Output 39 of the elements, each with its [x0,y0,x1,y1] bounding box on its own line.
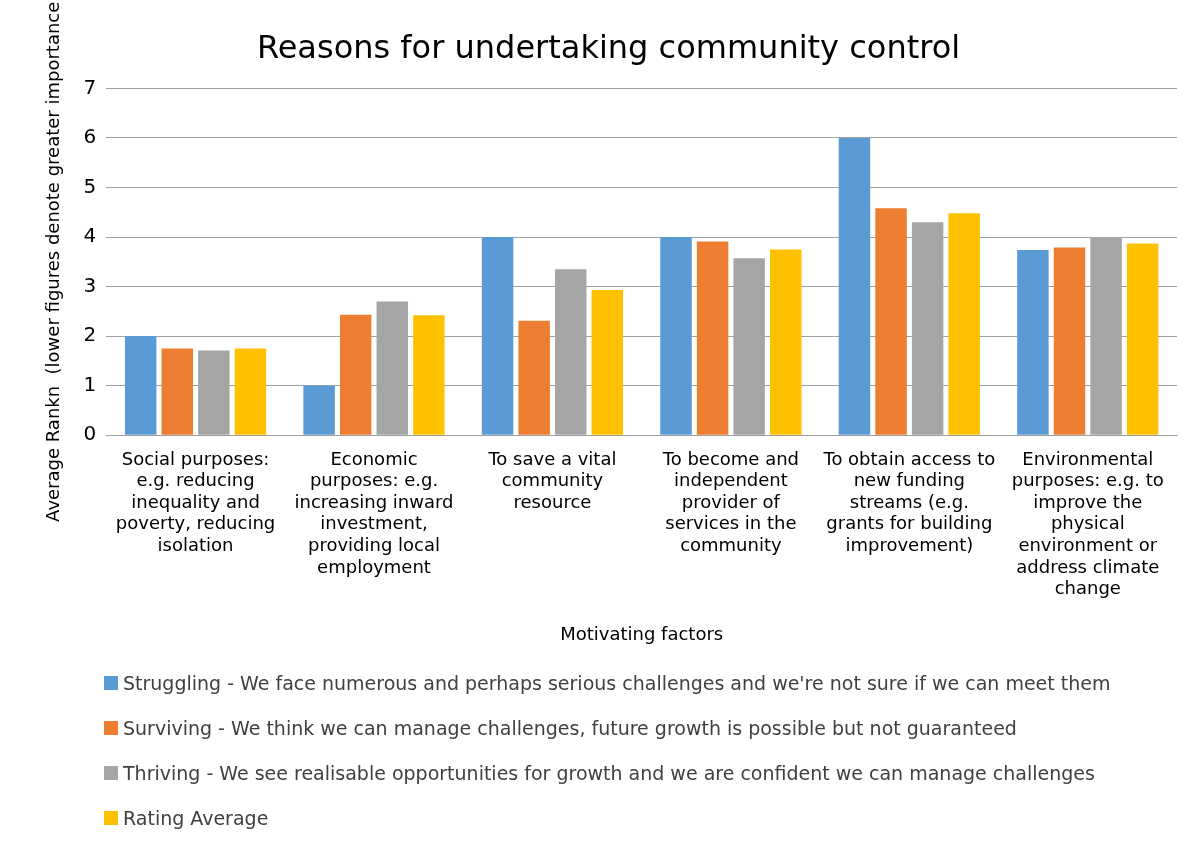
bar [303,385,335,435]
legend-label: Thriving - We see realisable opportunities for growth and we are confident we can manage challenges [123,761,1095,784]
bar [591,290,624,435]
bar [1126,243,1159,435]
y-tick-label: 6 [83,124,97,149]
y-tick-label: 2 [83,322,97,347]
x-tick-label: Social purposes: e.g. reducing inequality and poverty, reducing isolation [115,447,276,556]
bar [1017,249,1049,435]
bar [124,336,157,435]
bar [234,348,267,435]
x-tick-label: To save a vital community resource [487,447,617,512]
bar [339,314,372,435]
bar [948,213,980,435]
x-tick-label: Economic purposes: e.g. increasing inward investment, providing local employment [294,447,454,577]
bar [413,315,445,435]
legend-label: Surviving - We think we can manage challenges, future growth is possible but not guaranteed [123,716,1017,739]
y-tick-label: 7 [83,74,97,99]
chart-title: Reasons for undertaking community control [256,27,961,66]
legend-label: Rating Average [123,806,269,829]
x-tick-label: Environmental purposes: e.g. to improve the physical environment or address climate change [1011,447,1164,599]
y-axis-title: Average Rankn (lower figures denote greater importance [42,1,64,522]
y-tick-label: 4 [83,223,97,248]
y-tick-label: 1 [83,371,97,396]
x-tick-label: To become and independent provider of services in the community [661,447,800,556]
bar [770,249,802,435]
bar [161,348,193,435]
y-tick-label: 0 [83,421,97,446]
y-tick-label: 3 [83,272,97,297]
y-tick-label: 5 [83,173,97,198]
x-tick-label: To obtain access to new funding streams (e.g. grants for building improvement) [822,447,996,556]
bar [660,237,692,435]
bar [1053,247,1086,435]
bar [875,208,907,435]
legend-label: Struggling - We face numerous and perhaps serious challenges and we're not sure if we can meet them [123,671,1111,694]
bar [838,137,871,435]
bar [518,320,550,435]
bar [481,237,514,435]
x-axis-title: Motivating factors [560,622,724,644]
bar [696,241,729,435]
